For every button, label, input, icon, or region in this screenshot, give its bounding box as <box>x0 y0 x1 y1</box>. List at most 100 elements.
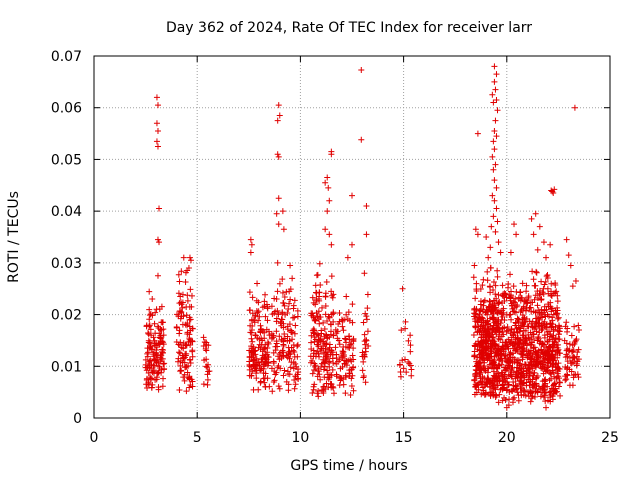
data-point <box>548 334 555 341</box>
data-point <box>564 346 571 353</box>
data-point <box>527 390 534 397</box>
data-point <box>249 294 256 301</box>
data-point <box>155 324 162 331</box>
data-point <box>291 314 298 321</box>
data-point <box>289 329 296 336</box>
data-point <box>291 330 298 337</box>
data-point <box>314 348 321 355</box>
data-point <box>156 363 163 370</box>
data-point <box>533 323 540 330</box>
data-point <box>321 383 328 390</box>
data-point <box>201 338 208 345</box>
data-point <box>295 375 302 382</box>
data-point <box>312 317 319 324</box>
data-point <box>490 278 497 285</box>
data-point <box>329 355 336 362</box>
data-point <box>485 254 492 261</box>
data-point <box>566 382 573 389</box>
data-point <box>151 356 158 363</box>
data-point <box>248 241 255 248</box>
data-point <box>538 296 545 303</box>
data-point <box>147 326 154 333</box>
data-point <box>342 390 349 397</box>
data-point <box>501 298 508 305</box>
data-point <box>505 281 512 288</box>
data-point <box>563 319 570 326</box>
data-point <box>308 345 315 352</box>
data-point <box>532 292 539 299</box>
data-point <box>310 350 317 357</box>
y-tick-label: 0.02 <box>51 308 82 324</box>
data-point <box>145 381 152 388</box>
data-point <box>493 71 500 78</box>
data-point <box>510 283 517 290</box>
data-point <box>248 316 255 323</box>
data-point <box>188 292 195 299</box>
data-point <box>274 117 281 124</box>
data-point <box>184 297 191 304</box>
data-point <box>487 315 494 322</box>
data-point <box>291 348 298 355</box>
data-point <box>503 328 510 335</box>
data-point <box>501 374 508 381</box>
data-point <box>575 374 582 381</box>
data-point <box>268 303 275 310</box>
data-point <box>205 361 212 368</box>
data-point <box>145 369 152 376</box>
y-axis-label: ROTI / TECUs <box>6 191 22 283</box>
data-point <box>513 386 520 393</box>
data-point <box>509 340 516 347</box>
data-point <box>316 353 323 360</box>
data-point <box>529 383 536 390</box>
data-point <box>402 325 409 332</box>
data-point <box>472 370 479 377</box>
data-point <box>294 313 301 320</box>
data-point <box>571 355 578 362</box>
data-point <box>183 342 190 349</box>
data-point <box>490 138 497 145</box>
data-point <box>527 299 534 306</box>
data-point <box>274 364 281 371</box>
data-point <box>491 177 498 184</box>
data-point <box>247 307 254 314</box>
data-point <box>523 282 530 289</box>
data-point <box>314 390 321 397</box>
y-tick-label: 0.05 <box>51 152 82 168</box>
data-point <box>489 380 496 387</box>
data-point <box>473 306 480 313</box>
data-point <box>276 333 283 340</box>
data-point <box>509 305 516 312</box>
data-point <box>184 322 191 329</box>
data-point <box>478 319 485 326</box>
data-point <box>263 326 270 333</box>
data-point <box>499 397 506 404</box>
data-point <box>477 316 484 323</box>
data-point <box>498 355 505 362</box>
data-point <box>313 331 320 338</box>
data-point <box>534 302 541 309</box>
data-point <box>483 337 490 344</box>
data-point <box>528 215 535 222</box>
data-point <box>574 371 581 378</box>
data-point <box>552 351 559 358</box>
data-point <box>315 308 322 315</box>
data-point <box>316 336 323 343</box>
data-point <box>488 353 495 360</box>
data-point <box>340 327 347 334</box>
data-point <box>342 336 349 343</box>
data-point <box>540 383 547 390</box>
data-point <box>279 208 286 215</box>
data-point <box>186 314 193 321</box>
data-point <box>487 264 494 271</box>
data-point <box>205 342 212 349</box>
data-point <box>502 366 509 373</box>
x-tick-label: 10 <box>291 430 309 446</box>
data-point <box>290 359 297 366</box>
data-point <box>501 290 508 297</box>
data-point <box>538 389 545 396</box>
data-point <box>292 322 299 329</box>
data-point <box>260 370 267 377</box>
data-point <box>248 327 255 334</box>
data-point <box>520 305 527 312</box>
data-point <box>321 350 328 357</box>
